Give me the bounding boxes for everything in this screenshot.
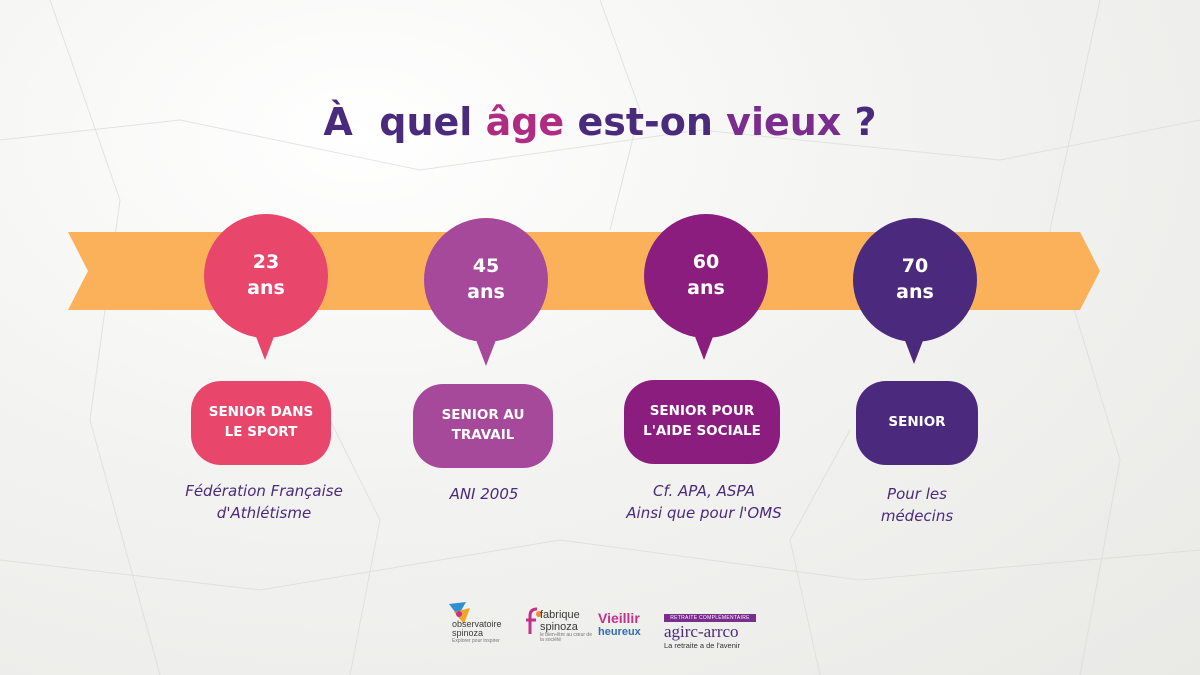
source-note-travail: ANI 2005 — [449, 485, 519, 503]
senior-label-aide-sociale: SENIOR POUR L'AIDE SOCIALE — [624, 380, 780, 464]
age-value: 60 — [692, 251, 720, 274]
vieillir-heureux-logo: Vieillir heureux — [598, 610, 641, 638]
age-unit: ans — [247, 277, 285, 299]
observatoire-mark-icon — [449, 602, 470, 624]
source-note-aide-sociale: Cf. APA, ASPA Ainsi que pour l'OMS — [626, 482, 782, 522]
senior-label-sport: SENIOR DANS LE SPORT — [191, 381, 331, 465]
partner-logos: observatoire spinoza Explorer pour inspi… — [0, 600, 1200, 660]
bubble-tail — [904, 338, 924, 364]
senior-label-medecins: SENIOR — [856, 381, 978, 465]
fabrique-mark-icon — [526, 607, 542, 634]
bubble-tail — [694, 334, 714, 360]
age-value: 45 — [472, 255, 500, 278]
agirc-arrco-logo: RETRAITE COMPLÉMENTAIRE agirc-arrco La r… — [664, 614, 756, 654]
senior-label-travail: SENIOR AU TRAVAIL — [413, 384, 553, 468]
age-value: 23 — [252, 251, 280, 274]
age-unit: ans — [896, 281, 934, 303]
age-unit: ans — [467, 281, 505, 303]
bubble-tail — [255, 334, 275, 360]
age-value: 70 — [901, 255, 929, 278]
bubble-tail — [476, 340, 496, 366]
fabrique-spinoza-logo: fabrique spinoza le bien-être au cœur de… — [524, 602, 594, 652]
source-note-sport: Fédération Française d'Athlétisme — [185, 482, 343, 522]
source-note-medecins: Pour les médecins — [880, 485, 954, 525]
age-unit: ans — [687, 277, 725, 299]
page-title: À quel âge est-on vieux ? — [323, 100, 877, 144]
observatoire-spinoza-logo: observatoire spinoza Explorer pour inspi… — [446, 600, 526, 650]
